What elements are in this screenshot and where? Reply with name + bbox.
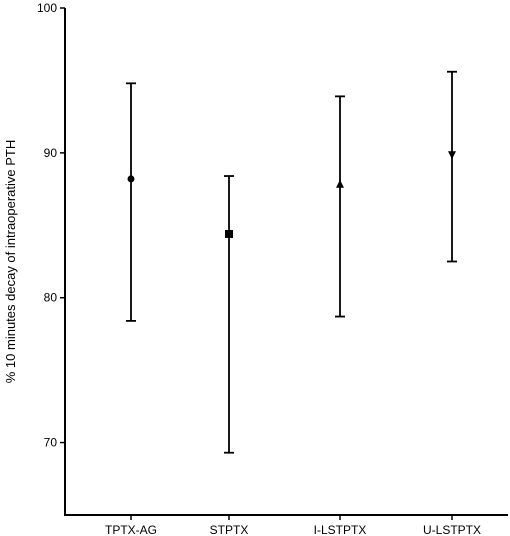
y-tick-label-70: 70 — [44, 436, 58, 450]
axes: 70 80 90 100 TPTX-AG STPTX I-LSTPTX U-LSTPTX — [37, 1, 508, 536]
x-tick-label-stptx: STPTX — [210, 523, 249, 536]
mean-point-u-lstptx — [448, 151, 456, 160]
y-tick-label-100: 100 — [37, 1, 57, 15]
x-tick-label-u-lstptx: U-LSTPTX — [423, 523, 481, 536]
x-tick-label-i-lstptx: I-LSTPTX — [314, 523, 367, 536]
y-tick-label-80: 80 — [44, 291, 58, 305]
data-marks — [126, 70, 457, 454]
y-axis-label: % 10 minutes decay of intraoperative PTH — [3, 140, 18, 384]
y-tick-label-90: 90 — [44, 146, 58, 160]
x-tick-label-tptx-ag: TPTX-AG — [105, 523, 157, 536]
mean-point-i-lstptx — [336, 179, 344, 188]
mean-point-stptx — [225, 229, 233, 238]
mean-point-tptx-ag — [127, 175, 135, 183]
